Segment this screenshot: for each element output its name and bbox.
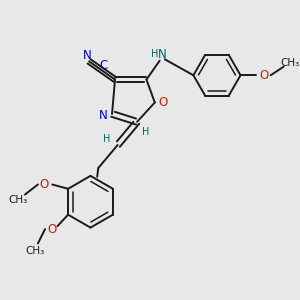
Text: CH₃: CH₃: [26, 247, 45, 256]
Text: CH₃: CH₃: [280, 58, 300, 68]
Text: O: O: [260, 69, 269, 82]
Text: N: N: [83, 49, 92, 62]
Text: O: O: [158, 96, 167, 109]
Text: H: H: [103, 134, 110, 144]
Text: C: C: [100, 59, 108, 72]
Text: H: H: [151, 49, 158, 58]
Text: N: N: [99, 109, 108, 122]
Text: O: O: [47, 223, 56, 236]
Text: H: H: [142, 127, 149, 137]
Text: O: O: [40, 178, 49, 191]
Text: CH₃: CH₃: [8, 195, 27, 205]
Text: N: N: [158, 49, 166, 62]
